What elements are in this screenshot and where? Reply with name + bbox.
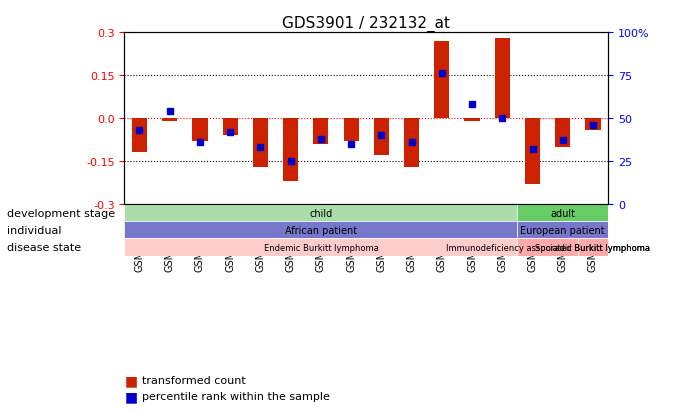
Bar xyxy=(192,119,207,142)
Text: transformed count: transformed count xyxy=(142,375,245,385)
Bar xyxy=(518,239,578,256)
Bar xyxy=(124,204,518,222)
Bar xyxy=(374,119,389,156)
Bar xyxy=(518,222,608,239)
Bar xyxy=(162,119,178,122)
Bar xyxy=(253,119,268,167)
Bar xyxy=(404,119,419,167)
Bar xyxy=(313,119,328,145)
Text: child: child xyxy=(310,208,332,218)
Bar xyxy=(555,119,570,147)
Bar xyxy=(585,119,600,130)
Bar xyxy=(283,119,299,182)
Bar xyxy=(132,119,147,153)
Bar xyxy=(223,119,238,136)
Text: ■: ■ xyxy=(124,373,138,387)
Bar xyxy=(495,39,510,119)
Text: disease state: disease state xyxy=(7,242,81,252)
Bar xyxy=(124,239,518,256)
Text: development stage: development stage xyxy=(7,208,115,218)
Bar xyxy=(464,119,480,122)
Text: adult: adult xyxy=(550,208,575,218)
Text: ■: ■ xyxy=(124,389,138,404)
Bar xyxy=(518,204,608,222)
Text: Endemic Burkitt lymphoma: Endemic Burkitt lymphoma xyxy=(263,243,378,252)
Bar xyxy=(525,119,540,185)
Text: European patient: European patient xyxy=(520,225,605,235)
Text: African patient: African patient xyxy=(285,225,357,235)
Bar xyxy=(434,42,449,119)
Title: GDS3901 / 232132_at: GDS3901 / 232132_at xyxy=(282,16,451,32)
Text: percentile rank within the sample: percentile rank within the sample xyxy=(142,392,330,401)
Bar xyxy=(343,119,359,142)
Text: Immunodeficiency associated Burkitt lymphoma: Immunodeficiency associated Burkitt lymp… xyxy=(446,243,650,252)
Bar xyxy=(578,239,608,256)
Text: Sporadic Burkitt lymphoma: Sporadic Burkitt lymphoma xyxy=(536,243,650,252)
Text: individual: individual xyxy=(7,225,61,235)
Bar xyxy=(124,222,518,239)
